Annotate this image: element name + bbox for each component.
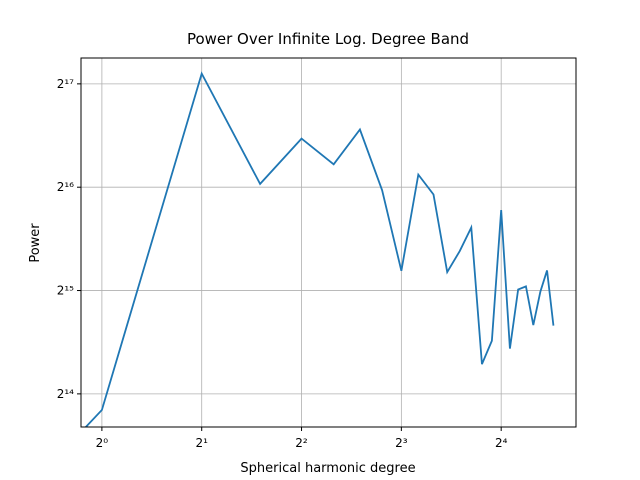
y-tick-label: 2¹⁷ [57, 77, 74, 91]
x-axis-label: Spherical harmonic degree [240, 461, 415, 476]
y-tick-label: 2¹⁵ [57, 284, 74, 298]
x-tick-label: 2² [295, 436, 308, 450]
x-tick-label: 2³ [395, 436, 408, 450]
y-tick-label: 2¹⁴ [57, 387, 74, 401]
data-line [84, 71, 555, 427]
chart-title: Power Over Infinite Log. Degree Band [187, 30, 469, 48]
x-tick-label: 2¹ [195, 436, 208, 450]
y-tick-label: 2¹⁶ [57, 180, 74, 194]
x-tick-label: 2⁴ [495, 436, 508, 450]
y-axis-label: Power [28, 223, 43, 263]
x-tick-label: 2⁰ [96, 436, 109, 450]
plot-frame [80, 57, 577, 428]
